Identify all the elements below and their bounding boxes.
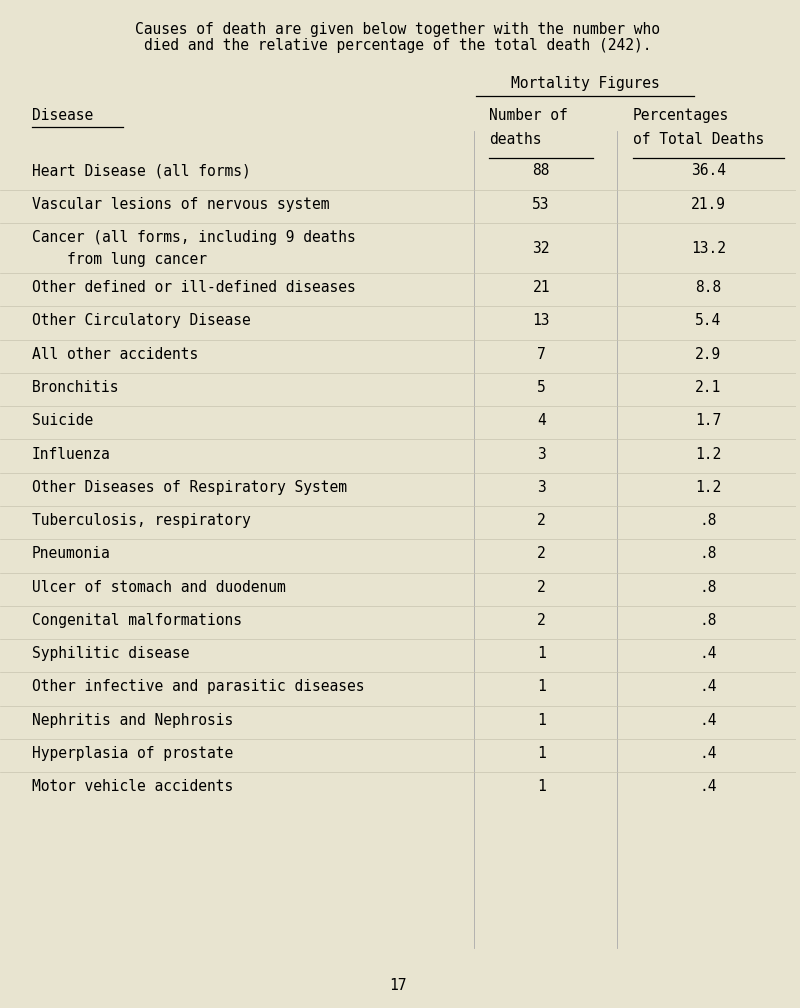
Text: Heart Disease (all forms): Heart Disease (all forms)	[32, 163, 250, 178]
Text: Nephritis and Nephrosis: Nephritis and Nephrosis	[32, 713, 233, 728]
Text: Causes of death are given below together with the number who: Causes of death are given below together…	[135, 22, 661, 37]
Text: Other Diseases of Respiratory System: Other Diseases of Respiratory System	[32, 480, 347, 495]
Text: Number of: Number of	[490, 108, 568, 123]
Text: 8.8: 8.8	[695, 280, 722, 295]
Text: Other infective and parasitic diseases: Other infective and parasitic diseases	[32, 679, 364, 695]
Text: 1: 1	[537, 679, 546, 695]
Text: Tuberculosis, respiratory: Tuberculosis, respiratory	[32, 513, 250, 528]
Text: Vascular lesions of nervous system: Vascular lesions of nervous system	[32, 197, 330, 212]
Text: 2: 2	[537, 613, 546, 628]
Text: Syphilitic disease: Syphilitic disease	[32, 646, 190, 661]
Text: Hyperplasia of prostate: Hyperplasia of prostate	[32, 746, 233, 761]
Text: .8: .8	[699, 613, 717, 628]
Text: 3: 3	[537, 480, 546, 495]
Text: 5: 5	[537, 380, 546, 395]
Text: 36.4: 36.4	[691, 163, 726, 178]
Text: Bronchitis: Bronchitis	[32, 380, 119, 395]
Text: 2: 2	[537, 513, 546, 528]
Text: from lung cancer: from lung cancer	[32, 252, 207, 267]
Text: .4: .4	[699, 713, 717, 728]
Text: 5.4: 5.4	[695, 313, 722, 329]
Text: 2: 2	[537, 580, 546, 595]
Text: .4: .4	[699, 779, 717, 794]
Text: Other defined or ill-defined diseases: Other defined or ill-defined diseases	[32, 280, 355, 295]
Text: .4: .4	[699, 746, 717, 761]
Text: 1: 1	[537, 713, 546, 728]
Text: 17: 17	[389, 978, 406, 993]
Text: 2: 2	[537, 546, 546, 561]
Text: .8: .8	[699, 513, 717, 528]
Text: 21: 21	[533, 280, 550, 295]
Text: Motor vehicle accidents: Motor vehicle accidents	[32, 779, 233, 794]
Text: Mortality Figures: Mortality Figures	[510, 76, 659, 91]
Text: All other accidents: All other accidents	[32, 347, 198, 362]
Text: .8: .8	[699, 580, 717, 595]
Text: died and the relative percentage of the total death (242).: died and the relative percentage of the …	[144, 38, 652, 53]
Text: Influenza: Influenza	[32, 447, 110, 462]
Text: Congenital malformations: Congenital malformations	[32, 613, 242, 628]
Text: 2.1: 2.1	[695, 380, 722, 395]
Text: 1.7: 1.7	[695, 413, 722, 428]
Text: 53: 53	[533, 197, 550, 212]
Text: .8: .8	[699, 546, 717, 561]
Text: Pneumonia: Pneumonia	[32, 546, 110, 561]
Text: 1.2: 1.2	[695, 480, 722, 495]
Text: 2.9: 2.9	[695, 347, 722, 362]
Text: 7: 7	[537, 347, 546, 362]
Text: .4: .4	[699, 679, 717, 695]
Text: 32: 32	[533, 241, 550, 256]
Text: Cancer (all forms, including 9 deaths: Cancer (all forms, including 9 deaths	[32, 230, 355, 245]
Text: Ulcer of stomach and duodenum: Ulcer of stomach and duodenum	[32, 580, 286, 595]
Text: 88: 88	[533, 163, 550, 178]
Text: Disease: Disease	[32, 108, 93, 123]
Text: 1: 1	[537, 746, 546, 761]
Text: 3: 3	[537, 447, 546, 462]
Text: 21.9: 21.9	[691, 197, 726, 212]
Text: 4: 4	[537, 413, 546, 428]
Text: Suicide: Suicide	[32, 413, 93, 428]
Text: 1: 1	[537, 779, 546, 794]
Text: 1.2: 1.2	[695, 447, 722, 462]
Text: 13.2: 13.2	[691, 241, 726, 256]
Text: 13: 13	[533, 313, 550, 329]
Text: Percentages: Percentages	[633, 108, 729, 123]
Text: .4: .4	[699, 646, 717, 661]
Text: Other Circulatory Disease: Other Circulatory Disease	[32, 313, 250, 329]
Text: 1: 1	[537, 646, 546, 661]
Text: of Total Deaths: of Total Deaths	[633, 132, 764, 147]
Text: deaths: deaths	[490, 132, 542, 147]
